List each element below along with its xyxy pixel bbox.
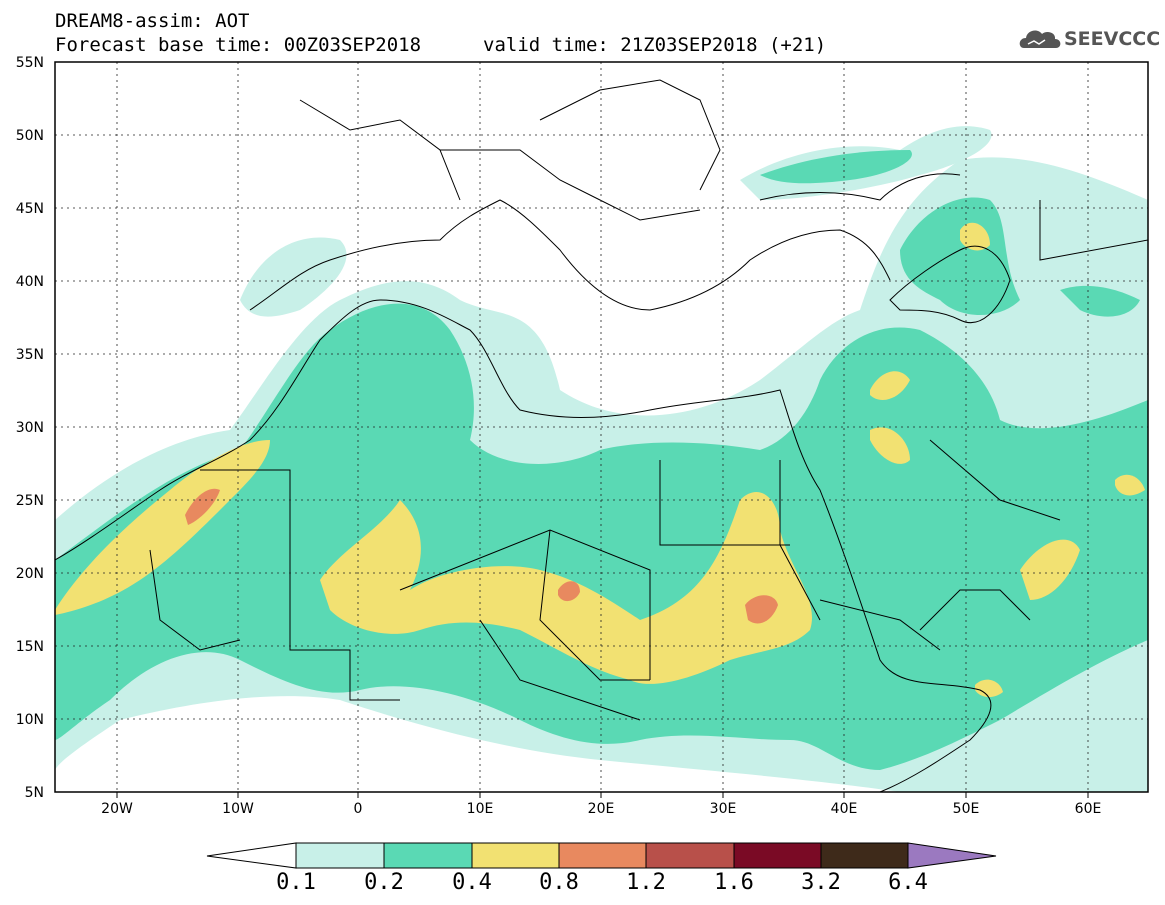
lon-label: 50E xyxy=(952,801,980,817)
colorbar-swatch-4 xyxy=(558,842,647,869)
aot-band-0.2-caspian xyxy=(900,197,1020,315)
lat-label: 25N xyxy=(15,493,44,509)
colorbar-swatch-2 xyxy=(383,842,473,869)
lat-label: 45N xyxy=(15,201,44,217)
map-title: DREAM8-assim: AOT xyxy=(55,10,250,32)
aot-band-0.2 xyxy=(55,303,1148,770)
lon-label: 0 xyxy=(353,801,363,817)
lon-label: 30E xyxy=(709,801,737,817)
colorbar-swatch-3 xyxy=(471,842,560,869)
logo-text: SEEVCCC xyxy=(1064,28,1161,50)
colorbar-label: 6.4 xyxy=(888,870,928,895)
graticule xyxy=(55,62,1148,792)
lat-label: 40N xyxy=(15,274,44,290)
cloud-icon xyxy=(1019,30,1061,48)
aot-band-0.4-west xyxy=(55,440,270,615)
base-time: Forecast base time: 00Z03SEP2018 xyxy=(55,34,422,56)
colorbar-swatch-1 xyxy=(295,842,385,869)
lon-label: 60E xyxy=(1074,801,1102,817)
lon-label: 20E xyxy=(587,801,615,817)
lon-label: 20W xyxy=(101,801,133,817)
colorbar-label: 3.2 xyxy=(801,870,841,895)
colorbar-label: 0.1 xyxy=(276,870,316,895)
aot-band-0.4-caspian xyxy=(960,222,990,251)
lat-label: 30N xyxy=(15,420,44,436)
lon-label: 10E xyxy=(466,801,494,817)
colorbar-lower-arrow xyxy=(206,842,297,869)
valid-time: valid time: 21Z03SEP2018 (+21) xyxy=(483,34,827,56)
axis-ticks xyxy=(116,792,1089,798)
colorbar xyxy=(206,842,997,869)
colorbar-swatch-5 xyxy=(645,842,735,869)
aot-band-0.1-west xyxy=(240,237,347,317)
aot-band-0.4-iraq xyxy=(870,371,910,400)
lat-label: 55N xyxy=(15,55,44,71)
colorbar-swatch-6 xyxy=(733,842,822,869)
lon-label: 40E xyxy=(830,801,858,817)
aot-band-0.4-sw xyxy=(1115,474,1145,496)
aot-band-0.8-sudan xyxy=(745,595,778,624)
lon-label: 10W xyxy=(222,801,254,817)
aot-band-0.8-chad xyxy=(558,581,580,602)
colorbar-swatch-7 xyxy=(820,842,909,869)
aot-band-0.2-north xyxy=(760,150,912,184)
borders xyxy=(55,79,1148,792)
aot-band-0.4-horn xyxy=(975,679,1003,698)
aot-band-0.8-wsahara xyxy=(185,488,220,525)
colorbar-label: 0.8 xyxy=(539,870,579,895)
lat-label: 50N xyxy=(15,128,44,144)
aot-field xyxy=(55,126,1148,792)
lat-label: 35N xyxy=(15,347,44,363)
lat-label: 20N xyxy=(15,566,44,582)
aot-band-0.4-persian xyxy=(870,427,910,464)
lat-label: 5N xyxy=(24,785,44,801)
colorbar-upper-arrow xyxy=(907,842,997,869)
lat-label: 10N xyxy=(15,712,44,728)
aot-band-0.4-arabia xyxy=(1020,539,1080,600)
colorbar-label: 1.2 xyxy=(626,870,666,895)
aot-band-0.2-east xyxy=(1060,285,1140,317)
lat-label: 15N xyxy=(15,639,44,655)
colorbar-label: 0.2 xyxy=(364,870,404,895)
colorbar-label: 1.6 xyxy=(714,870,754,895)
colorbar-label: 0.4 xyxy=(452,870,492,895)
